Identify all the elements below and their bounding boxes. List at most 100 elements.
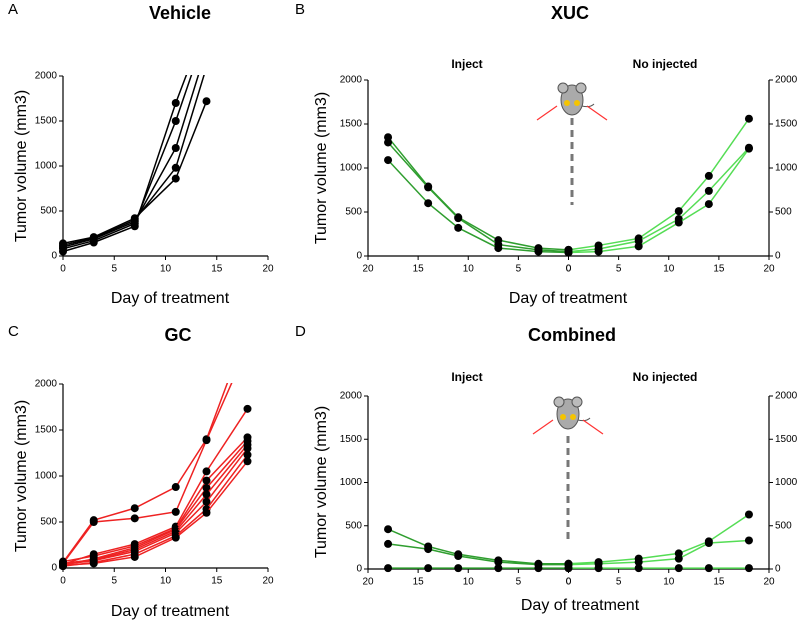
- point: [130, 214, 139, 223]
- point: [171, 163, 180, 172]
- point: [674, 564, 683, 573]
- point: [244, 325, 252, 333]
- line: [62, 408, 249, 566]
- point: [59, 561, 67, 570]
- x-tick-label: 20: [763, 264, 775, 275]
- point: [494, 564, 503, 573]
- point: [424, 564, 433, 573]
- point: [203, 63, 211, 71]
- y-tick-label: 1000: [775, 477, 798, 488]
- y-tick-label: 0: [51, 251, 57, 262]
- point: [704, 200, 713, 209]
- x-tick-label: 10: [160, 264, 172, 275]
- panel-letter: D: [295, 323, 306, 340]
- chart-title: Combined: [528, 325, 616, 345]
- y-tick-label: 2000: [35, 379, 58, 390]
- line: [568, 539, 749, 566]
- x-tick-label: 10: [663, 577, 675, 588]
- y-tick-label: 0: [356, 564, 362, 575]
- point: [384, 138, 393, 147]
- point: [89, 559, 98, 568]
- annotation: Inject: [451, 370, 482, 384]
- point: [202, 490, 211, 499]
- line: [568, 118, 750, 251]
- point: [171, 483, 180, 492]
- plot-area: [564, 510, 753, 573]
- y-tick-label: 0: [356, 251, 362, 262]
- point: [244, 343, 252, 351]
- point: [494, 558, 503, 567]
- point: [744, 536, 753, 545]
- plot-area: [59, 325, 252, 571]
- panel-letter: C: [8, 323, 19, 340]
- point: [674, 218, 683, 227]
- point: [704, 539, 713, 548]
- point: [130, 504, 139, 513]
- mouse-icon-d: [532, 396, 604, 539]
- y-tick-label: 2000: [775, 391, 798, 402]
- y-tick-label: 1000: [775, 163, 798, 174]
- x-tick-label: 20: [262, 264, 274, 275]
- point: [744, 564, 753, 573]
- point: [243, 444, 252, 453]
- mouse-icon-b: [536, 82, 608, 205]
- panel-letter: A: [8, 1, 18, 18]
- x-tick-label: 5: [111, 576, 117, 587]
- y-tick-label: 500: [40, 206, 57, 217]
- line: [387, 136, 569, 251]
- x-axis-label: Day of treatment: [111, 603, 230, 620]
- point: [171, 507, 180, 516]
- y-tick-label: 2000: [35, 71, 58, 82]
- point: [171, 174, 180, 183]
- point: [130, 514, 139, 523]
- line: [387, 528, 569, 565]
- point: [564, 564, 573, 573]
- point: [594, 564, 603, 573]
- annotation: No injected: [633, 57, 698, 71]
- point: [534, 247, 543, 256]
- point: [384, 156, 393, 165]
- x-tick-label: 0: [566, 577, 572, 588]
- y-tick-label: 1000: [340, 477, 363, 488]
- point: [202, 476, 211, 485]
- point: [202, 497, 211, 506]
- x-tick-label: 20: [763, 577, 775, 588]
- point: [384, 525, 393, 534]
- line: [62, 436, 249, 563]
- point: [384, 564, 393, 573]
- x-tick-label: 15: [211, 576, 223, 587]
- plot-area: [59, 63, 211, 256]
- point: [564, 248, 573, 257]
- point: [534, 564, 543, 573]
- line: [387, 543, 569, 566]
- chart-title: Vehicle: [149, 3, 211, 23]
- line: [568, 148, 750, 254]
- point: [171, 533, 180, 542]
- line: [387, 159, 569, 254]
- point: [202, 508, 211, 517]
- point: [89, 518, 98, 526]
- chart-title: XUC: [551, 3, 589, 23]
- point: [171, 117, 180, 125]
- x-tick-label: 5: [516, 264, 522, 275]
- point: [243, 450, 252, 459]
- point: [454, 214, 463, 223]
- point: [424, 199, 433, 208]
- point: [243, 457, 252, 466]
- y-tick-label: 2000: [340, 75, 363, 86]
- y-axis-label: Tumor volume (mm3): [13, 400, 30, 552]
- plot-area: [384, 525, 573, 573]
- chart-title: GC: [165, 325, 192, 345]
- x-tick-label: 15: [413, 577, 425, 588]
- point: [704, 564, 713, 573]
- x-tick-label: 20: [362, 577, 374, 588]
- x-tick-label: 0: [60, 264, 66, 275]
- x-tick-label: 15: [713, 264, 725, 275]
- y-tick-label: 1000: [340, 163, 363, 174]
- x-tick-label: 15: [713, 577, 725, 588]
- x-tick-label: 0: [566, 264, 572, 275]
- point: [744, 114, 753, 123]
- x-tick-label: 5: [516, 577, 522, 588]
- x-tick-label: 10: [463, 577, 475, 588]
